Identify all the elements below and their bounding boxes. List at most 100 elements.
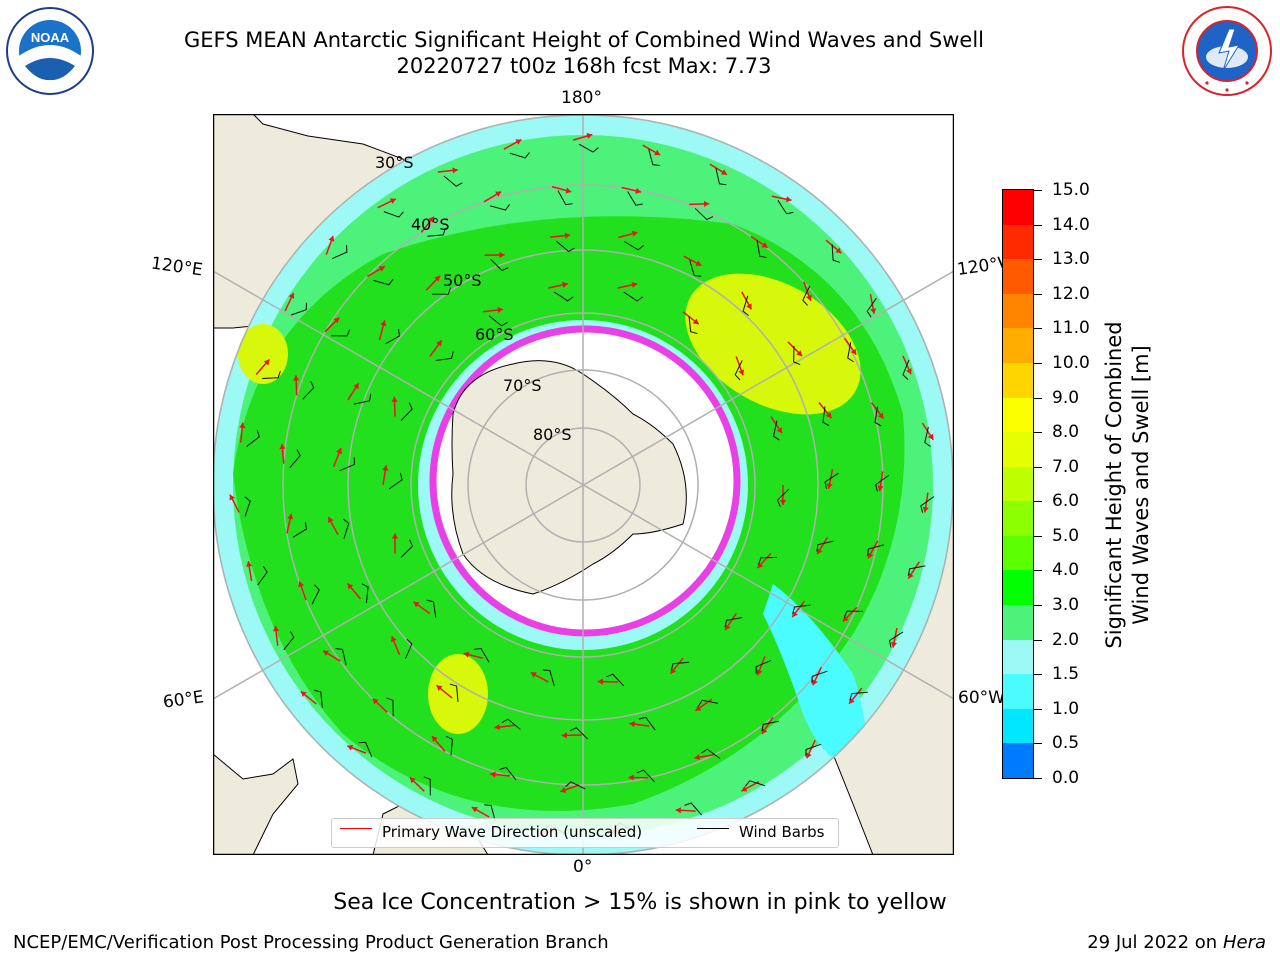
colorbar-tick-label: 5.0 [1052,525,1080,546]
wind-barb [335,647,347,666]
wind-barb [342,518,350,539]
wave-arrowhead [494,723,500,731]
colorbar-tick [1034,605,1042,607]
wind-barb [636,769,655,783]
wind-barb [742,295,749,316]
colorbar-tick [1034,466,1042,468]
wave-arrowhead [890,641,897,648]
wave-arrowhead [562,281,568,288]
colorbar-tick [1034,259,1042,261]
colorbar-tick-label: 6.0 [1052,491,1080,512]
wind-barb [875,474,889,492]
wave-arrowhead [382,465,389,471]
legend-swatch-wave-direction [340,828,372,829]
wave-arrowhead [817,548,823,555]
wind-barb [449,683,459,702]
wind-barb [689,260,702,277]
sea-ice-note: Sea Ice Concentration > 15% is shown in … [333,890,947,915]
wind-barb [509,152,530,159]
noaa-logo-text: NOAA [31,30,70,45]
wave-arrowhead [390,636,397,643]
colorbar-tick [1034,432,1042,434]
wind-barb [373,278,394,286]
wind-barb [489,204,511,211]
wind-barb [542,669,555,687]
colorbar-band [1003,362,1033,399]
colorbar-tick-label: 2.0 [1052,629,1080,650]
wind-barb [920,496,935,513]
wave-arrowhead [877,412,884,419]
colorbar-tick-label: 1.5 [1052,664,1080,685]
wind-barb [805,743,822,757]
wind-barb [358,741,373,758]
nws-logo-icon [1182,6,1272,96]
wind-barb [565,781,586,790]
wind-barb [292,522,308,538]
wave-arrowhead [347,744,354,751]
wind-barb [793,345,801,365]
footer-date: 29 Jul 2022 on Hera [1087,932,1266,953]
wind-barb [697,699,718,707]
lat-label-50s: 50°S [443,271,482,290]
wave-arrowhead [380,320,387,327]
wave-arrowhead [372,698,379,705]
wind-barb [383,211,404,218]
colorbar-tick-label: 15.0 [1052,180,1090,200]
colorbar-tick-label: 11.0 [1052,318,1090,339]
wave-arrowhead [779,499,787,505]
wave-arrowhead [597,678,603,685]
wave-arrowhead [328,235,335,242]
colorbar [1002,189,1034,779]
wave-arrowhead [654,149,661,156]
colorbar-tick [1034,362,1042,364]
wind-barb [755,660,772,674]
wind-barb [606,673,625,687]
colorbar-tick-label: 4.0 [1052,560,1080,581]
wave-arrowhead [738,369,745,376]
wind-barb [404,638,413,659]
wind-barb [902,359,910,380]
wave-arrowhead [835,247,842,254]
wave-arrowhead [792,611,798,618]
wind-barb [694,208,714,221]
wave-arrowhead [293,375,300,381]
wave-arrowhead [906,368,912,375]
wind-barb [843,610,863,618]
wind-barb [874,406,882,427]
wave-direction-arrows [229,132,934,837]
wind-barb [244,496,251,517]
lon-label-120e: 120°E [149,253,204,281]
wind-barb [822,406,830,427]
colorbar-tick [1034,743,1042,745]
wind-barb [670,661,690,671]
wind-barb [290,302,307,316]
wind-barb [811,670,828,684]
colorbar-band [1003,501,1033,537]
wave-arrowhead [675,807,682,814]
wave-arrowhead [328,517,334,524]
wind-barb [501,718,521,730]
colorbar-band [1003,535,1033,571]
wave-arrowhead [378,266,385,272]
africa-landmass [213,753,299,855]
wave-arrowhead [432,736,438,743]
wave-arrowhead [560,787,567,793]
wind-barb [553,291,574,302]
wave-arrowhead [694,754,701,761]
colorbar-label-line1: Significant Height of Combined [1102,321,1126,649]
wind-barb [432,287,452,295]
wind-barb [331,329,351,337]
colorbar-tick-label: 14.0 [1052,214,1090,235]
wave-arrowhead [720,169,727,175]
wave-arrowhead [927,433,934,440]
wind-barb [624,241,644,251]
wave-arrowhead [347,583,354,590]
map-canvas: 30°S 40°S 50°S 60°S 70°S 80°S [213,114,954,855]
wave-arrowhead [495,191,502,197]
wave-arrowhead [287,513,294,520]
colorbar-tick [1034,328,1042,330]
chart-title: GEFS MEAN Antarctic Significant Height o… [183,28,985,52]
wave-arrowhead [692,318,699,325]
colorbar-tick-label: 0.5 [1052,733,1080,754]
wave-arrowhead [628,774,634,781]
